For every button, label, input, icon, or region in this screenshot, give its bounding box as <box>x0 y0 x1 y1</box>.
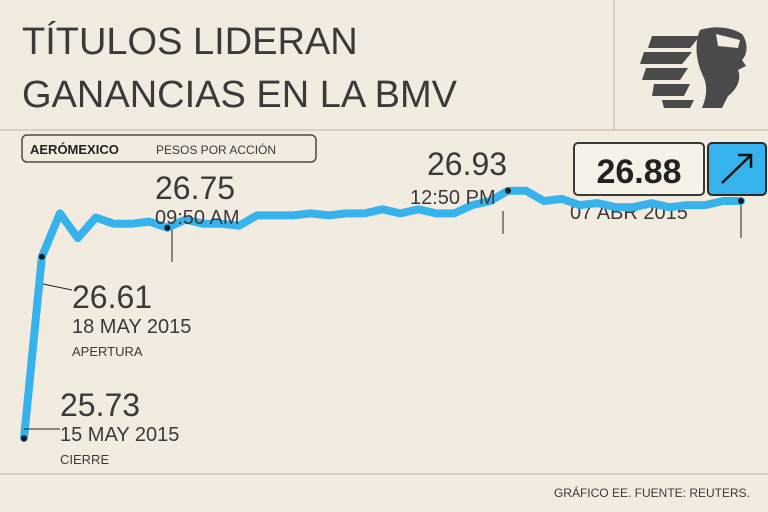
legend-unit: PESOS POR ACCIÓN <box>156 142 276 157</box>
annotation-time: 12:50 PM <box>410 187 496 209</box>
title-line-1: TÍTULOS LIDERAN <box>22 20 358 63</box>
data-points <box>21 187 744 442</box>
annotation-value: 26.61 <box>72 279 152 315</box>
annotation-close: 25.73 15 MAY 2015 CIERRE <box>24 387 179 467</box>
annotation-date: 18 MAY 2015 <box>72 316 191 338</box>
price-line <box>20 186 745 443</box>
legend-box <box>21 134 317 163</box>
title-line-2: GANANCIAS EN LA BMV <box>22 74 458 116</box>
annotation-label: APERTURA <box>72 344 143 359</box>
aeromexico-logo-icon <box>640 27 747 109</box>
annotation-0950: 26.75 09:50 AM <box>155 170 240 262</box>
annotation-label: CIERRE <box>60 452 109 467</box>
annotation-value: 25.73 <box>60 387 140 423</box>
footer-source: GRÁFICO EE. FUENTE: REUTERS. <box>554 485 750 500</box>
data-point <box>738 198 744 204</box>
annotation-open: 26.61 18 MAY 2015 APERTURA <box>42 279 191 359</box>
current-value: 26.88 <box>596 153 681 191</box>
data-point <box>38 253 45 260</box>
legend-brand: AERÓMEXICO <box>30 142 119 157</box>
annotation-value: 26.93 <box>427 146 507 182</box>
data-point <box>21 435 27 442</box>
annotation-value: 26.75 <box>155 170 235 206</box>
annotation-1250: 26.93 12:50 PM <box>410 146 507 234</box>
data-point <box>164 224 171 231</box>
current-value-box <box>573 142 705 196</box>
annotation-time: 09:50 AM <box>155 207 240 229</box>
annotation-date: 15 MAY 2015 <box>60 424 179 446</box>
data-point <box>505 187 511 194</box>
